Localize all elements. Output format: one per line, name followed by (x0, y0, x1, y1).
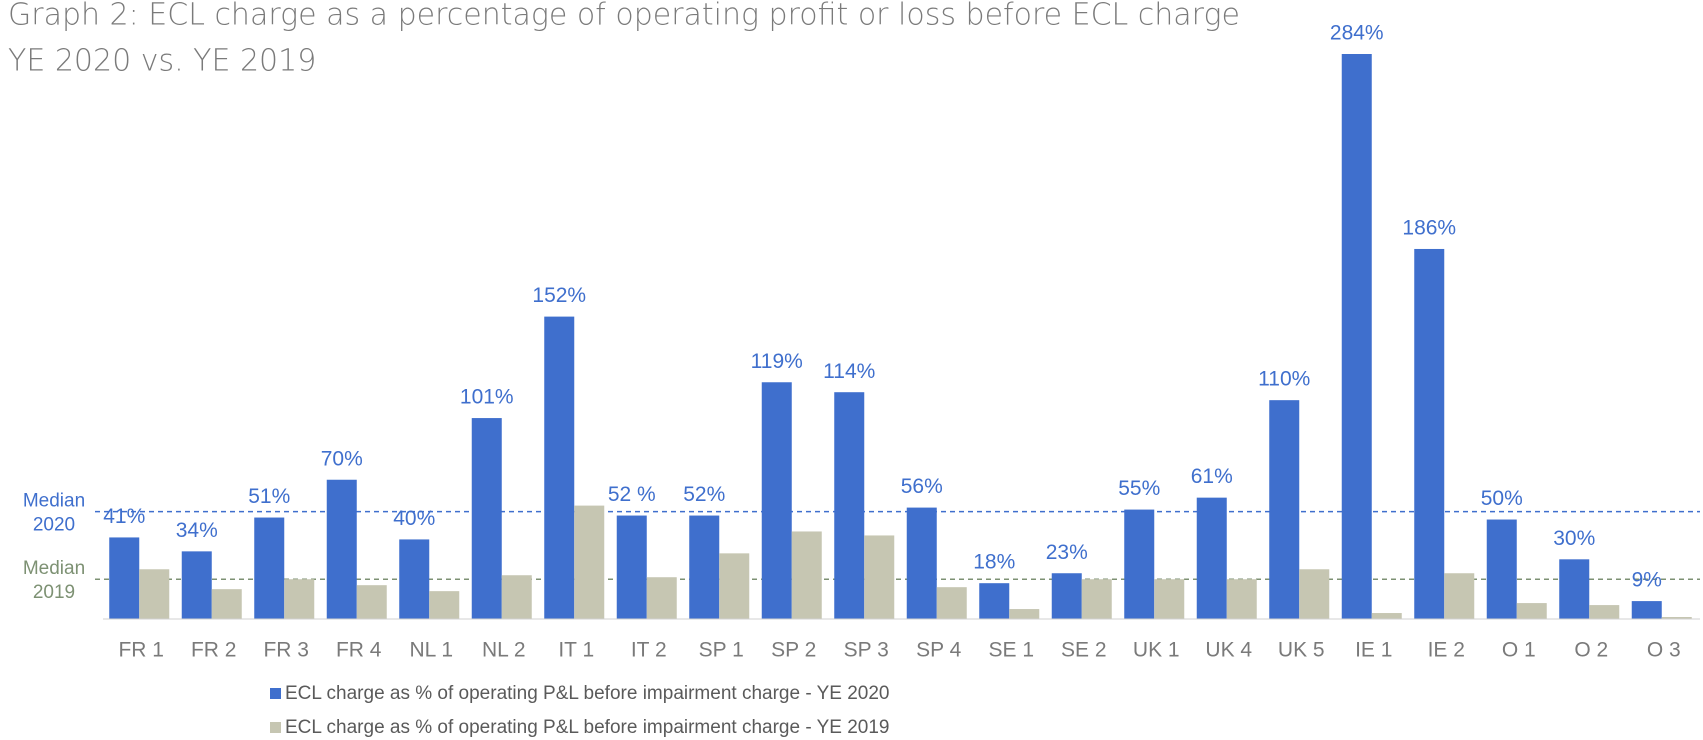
chart-title: Graph 2: ECL charge as a percentage of o… (8, 0, 1240, 33)
x-tick-label: O 1 (1502, 639, 1536, 662)
bar (1341, 54, 1372, 619)
bar (1559, 559, 1590, 619)
data-label: 114% (823, 360, 875, 383)
bar (1226, 579, 1257, 619)
x-tick-label: IT 1 (558, 639, 594, 662)
bar (501, 575, 532, 619)
bar (936, 587, 967, 619)
bar (864, 535, 895, 619)
x-tick-label: UK 1 (1133, 639, 1180, 662)
x-tick-label: SP 3 (844, 639, 889, 662)
median-label: Median (23, 491, 85, 512)
bar (1009, 609, 1040, 619)
data-label: 41% (103, 505, 145, 528)
data-label: 70% (321, 447, 363, 470)
bar (1124, 509, 1155, 619)
x-tick-label: NL 1 (409, 639, 453, 662)
bar (1081, 579, 1112, 619)
bar (429, 591, 460, 619)
data-label: 101% (460, 386, 514, 409)
data-label: 34% (176, 519, 218, 542)
x-tick-label: NL 2 (482, 639, 526, 662)
bar (399, 539, 430, 619)
data-label: 52% (683, 483, 725, 506)
data-label: 152% (532, 284, 586, 307)
bar (1516, 603, 1547, 619)
x-tick-label: SE 1 (988, 639, 1034, 662)
x-tick-label: IE 1 (1355, 639, 1392, 662)
bar (254, 517, 285, 619)
x-tick-label: FR 3 (263, 639, 309, 662)
x-tick-label: UK 5 (1278, 639, 1325, 662)
data-label: 50% (1481, 487, 1523, 510)
bar (791, 531, 822, 619)
legend-label: ECL charge as % of operating P&L before … (285, 717, 889, 738)
x-tick-label: SP 2 (771, 639, 816, 662)
bar (1196, 497, 1227, 619)
data-label: 56% (901, 475, 943, 498)
bar (646, 577, 677, 619)
median-label: 2020 (33, 515, 75, 536)
bar (1589, 605, 1620, 619)
data-label: 119% (751, 350, 803, 373)
x-tick-label: UK 4 (1205, 639, 1252, 662)
median-label: 2019 (33, 582, 75, 603)
bar (544, 316, 575, 619)
x-tick-label: FR 4 (336, 639, 382, 662)
median-label: Median (23, 558, 85, 579)
bar (1269, 400, 1300, 619)
x-tick-label: SP 4 (916, 639, 961, 662)
x-tick-label: O 2 (1574, 639, 1608, 662)
bar (979, 583, 1010, 619)
bar (574, 505, 605, 619)
bar (181, 551, 212, 619)
bar (906, 507, 937, 619)
data-label: 51% (248, 485, 290, 508)
bar (1299, 569, 1330, 619)
data-label: 18% (973, 551, 1015, 574)
data-label: 23% (1046, 541, 1088, 564)
bar (1444, 573, 1475, 619)
data-label: 9% (1632, 569, 1662, 592)
x-tick-label: FR 2 (191, 639, 237, 662)
bar (1154, 579, 1185, 619)
x-tick-label: SE 2 (1061, 639, 1107, 662)
bar (1631, 601, 1662, 619)
data-label: 61% (1191, 465, 1233, 488)
x-tick-label: SP 1 (699, 639, 744, 662)
bar (471, 418, 502, 619)
bar (1661, 617, 1692, 619)
bar (284, 579, 315, 619)
bar (1414, 248, 1445, 619)
bar (616, 515, 647, 619)
bar (109, 537, 140, 619)
bar (719, 553, 750, 619)
legend-swatch (270, 688, 281, 699)
bar (1486, 519, 1517, 619)
data-label: 186% (1402, 217, 1456, 240)
bar (761, 382, 792, 619)
data-label: 110% (1258, 368, 1310, 391)
data-label: 52 % (608, 483, 656, 506)
bar (211, 589, 242, 619)
x-tick-label: FR 1 (118, 639, 164, 662)
bar (356, 585, 387, 619)
legend-label: ECL charge as % of operating P&L before … (285, 683, 889, 704)
data-label: 55% (1118, 477, 1160, 500)
x-tick-label: O 3 (1647, 639, 1681, 662)
bar (834, 392, 865, 619)
data-label: 40% (393, 507, 435, 530)
bar (1051, 573, 1082, 619)
data-label: 284% (1330, 22, 1384, 45)
x-tick-label: IT 2 (631, 639, 667, 662)
legend-swatch (270, 722, 281, 733)
bar (139, 569, 170, 619)
x-tick-label: IE 2 (1428, 639, 1465, 662)
bar (689, 515, 720, 619)
bar (326, 479, 357, 619)
bar (1371, 613, 1402, 619)
data-label: 30% (1553, 527, 1595, 550)
chart-subtitle: YE 2020 vs. YE 2019 (8, 44, 316, 79)
